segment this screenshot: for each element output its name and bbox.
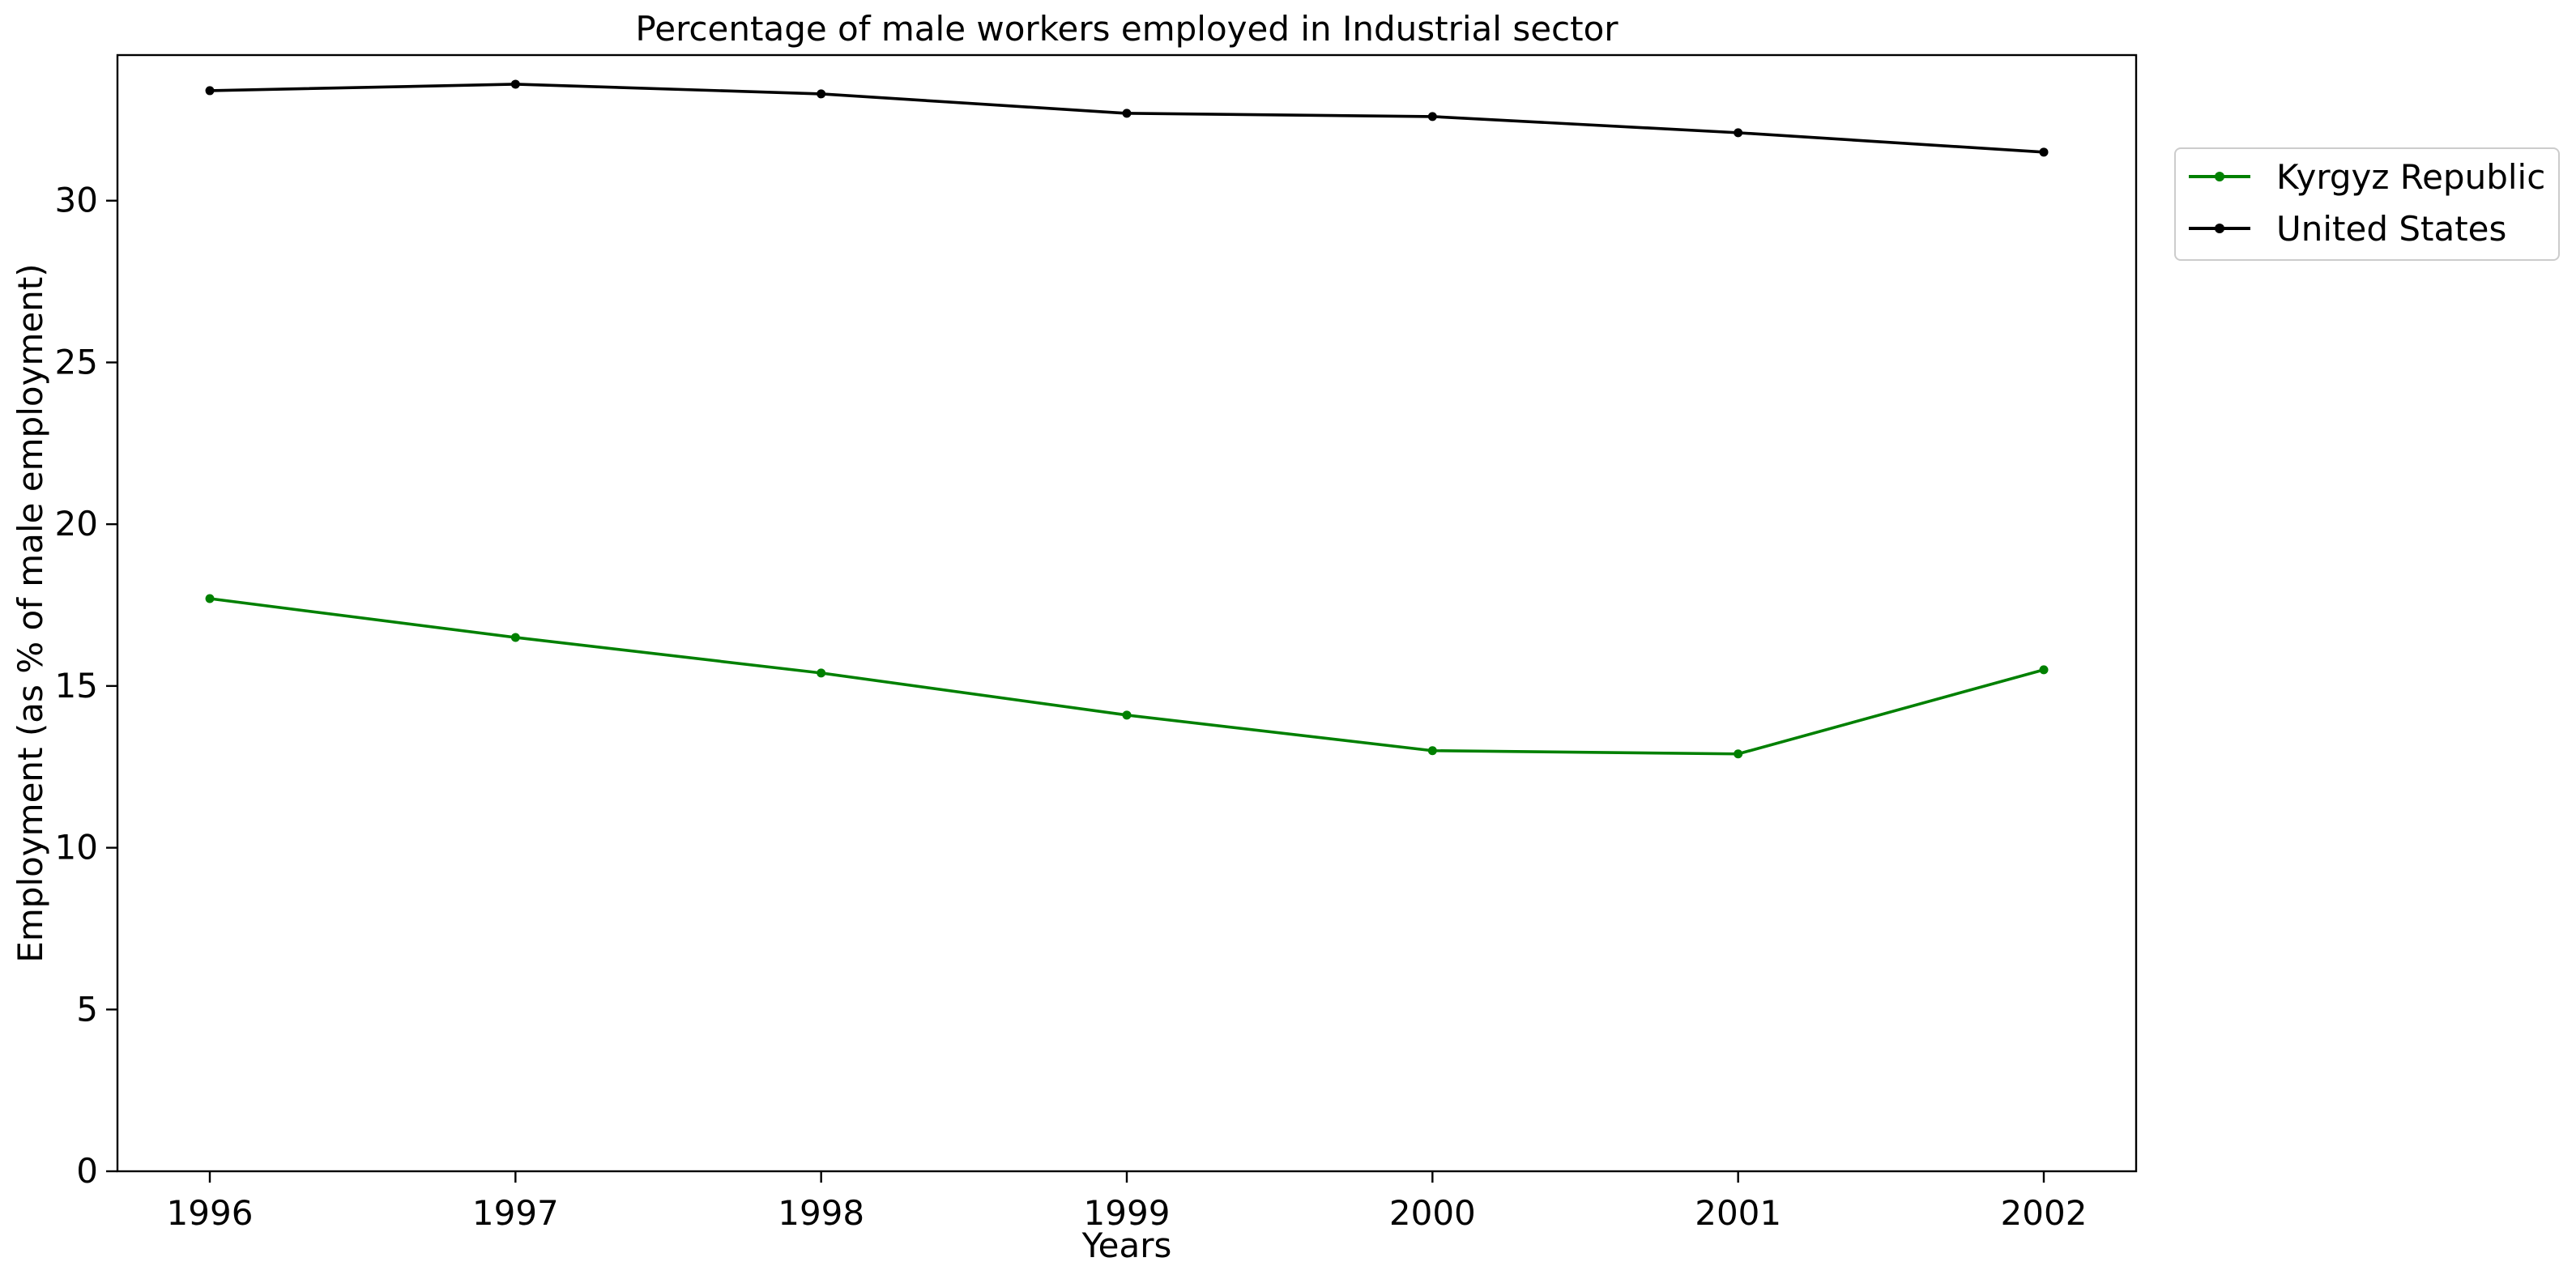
data-point <box>817 89 826 99</box>
y-axis-label: Employment (as % of male employment) <box>11 263 50 962</box>
x-tick-label: 2002 <box>2001 1193 2088 1233</box>
y-tick-label: 15 <box>55 666 98 706</box>
legend-item-united-states: United States <box>2186 206 2506 251</box>
legend-marker <box>2215 224 2224 233</box>
data-point <box>1122 710 1132 720</box>
data-point <box>2039 147 2049 157</box>
chart-title: Percentage of male workers employed in I… <box>635 9 1619 49</box>
series-line-1 <box>209 83 2045 154</box>
data-point <box>1734 749 1743 759</box>
data-point <box>817 668 826 678</box>
x-axis-label: Years <box>1081 1226 1172 1265</box>
plot-frame <box>116 53 2138 1173</box>
data-point <box>510 633 520 642</box>
x-tick-label: 1999 <box>1084 1193 1171 1233</box>
x-tick-label: 1997 <box>472 1193 559 1233</box>
data-point <box>1734 128 1743 138</box>
data-point <box>2039 665 2049 675</box>
y-tick-label: 5 <box>76 989 98 1029</box>
y-tick-label: 20 <box>55 504 98 544</box>
y-tick-label: 25 <box>55 342 98 382</box>
legend-marker <box>2215 172 2224 181</box>
x-tick-label: 2001 <box>1695 1193 1781 1233</box>
series-line-0 <box>209 597 2045 756</box>
legend-swatch-united-states <box>2186 206 2254 251</box>
legend-label: United States <box>2276 208 2507 249</box>
data-point <box>510 79 520 89</box>
legend-item-kyrgyz-republic: Kyrgyz Republic <box>2186 154 2545 199</box>
data-point <box>205 594 215 603</box>
data-point <box>1427 112 1437 122</box>
data-point <box>205 86 215 96</box>
legend-label: Kyrgyz Republic <box>2276 156 2546 197</box>
x-tick-label: 1998 <box>778 1193 864 1233</box>
data-point <box>1122 109 1132 118</box>
data-point <box>1427 746 1437 756</box>
x-tick-label: 1996 <box>167 1193 254 1233</box>
legend-swatch-kyrgyz-republic <box>2186 154 2254 199</box>
y-tick-label: 0 <box>76 1151 98 1191</box>
x-tick-label: 2000 <box>1389 1193 1476 1233</box>
y-tick-label: 10 <box>55 828 98 868</box>
legend: Kyrgyz Republic United States <box>2174 147 2560 261</box>
y-tick-label: 30 <box>55 181 98 220</box>
